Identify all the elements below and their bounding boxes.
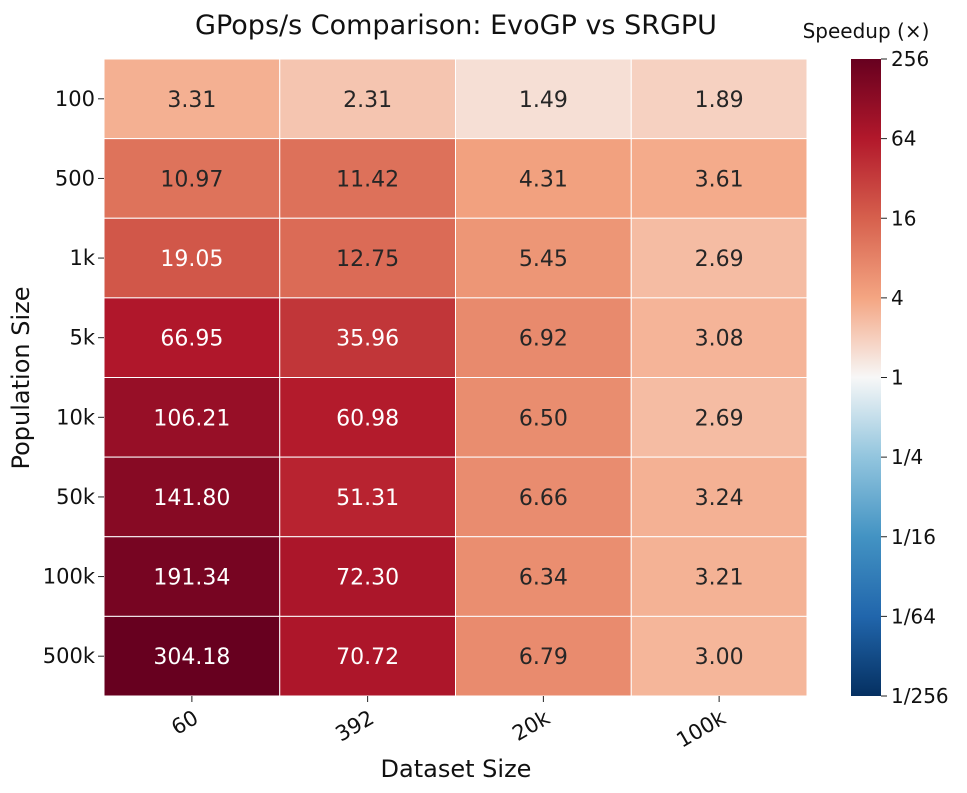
heatmap-cell [103, 615, 281, 697]
cell-value-label: 6.34 [519, 566, 568, 591]
colorbar-label: Speedup (×) [803, 19, 930, 43]
heatmap-cells [103, 58, 808, 697]
x-axis-ticks: 60 392 20k 100k [167, 696, 730, 752]
cell-value-label: 3.31 [167, 88, 216, 113]
colorbar [851, 59, 881, 696]
cell-value-label: 3.08 [695, 327, 744, 352]
cell-value-label: 6.79 [519, 645, 568, 670]
cell-value-label: 10.97 [160, 167, 223, 192]
cell-value-label: 3.00 [695, 645, 744, 670]
y-tick-label: 5k [69, 326, 95, 350]
heatmap-cell [455, 615, 632, 697]
x-tick-label: 392 [331, 706, 378, 747]
heatmap-cell [103, 138, 281, 219]
cell-value-label: 2.31 [343, 88, 392, 113]
cell-value-label: 70.72 [336, 645, 399, 670]
heatmap-cell [103, 456, 281, 538]
colorbar-ticks: 256 64 16 4 1 1/4 1/16 1/64 1/256 [881, 47, 949, 708]
heatmap-cell [630, 138, 808, 219]
heatmap-cell [279, 377, 456, 458]
cell-value-label: 2.69 [695, 247, 744, 272]
cell-value-label: 3.61 [695, 167, 744, 192]
heatmap-cell [630, 297, 808, 378]
y-tick-label: 10k [56, 405, 96, 429]
cell-value-label: 106.21 [153, 406, 230, 431]
cell-value-label: 5.45 [519, 247, 568, 272]
cell-value-label: 1.89 [695, 88, 744, 113]
y-tick-label: 500 [55, 166, 95, 190]
heatmap-cell [455, 377, 632, 458]
heatmap-cell [279, 456, 456, 538]
heatmap-cell [455, 297, 632, 378]
heatmap-cell [103, 297, 281, 378]
cell-value-label: 2.69 [695, 406, 744, 431]
cell-value-label: 72.30 [336, 566, 399, 591]
cell-value-label: 191.34 [153, 566, 230, 591]
heatmap-cell [630, 536, 808, 617]
heatmap-cell [630, 217, 808, 299]
colorbar-tick-label: 1/64 [891, 604, 936, 628]
colorbar-tick-label: 16 [891, 206, 916, 230]
colorbar-tick-label: 1/4 [891, 445, 923, 469]
cell-value-label: 141.80 [153, 486, 230, 511]
cell-value-label: 19.05 [160, 247, 223, 272]
y-tick-label: 50k [56, 485, 96, 509]
y-axis-ticks: 100 500 1k 5k 10k 50k 100k 500k [43, 87, 104, 668]
cell-value-label: 3.21 [695, 566, 744, 591]
colorbar-tick-label: 1 [891, 366, 904, 390]
chart-title: GPops/s Comparison: EvoGP vs SRGPU [195, 10, 717, 41]
y-tick-label: 500k [43, 644, 96, 668]
cell-value-label: 66.95 [160, 327, 223, 352]
x-axis-label: Dataset Size [381, 755, 532, 783]
colorbar-tick-label: 4 [891, 286, 904, 310]
heatmap-cell [279, 138, 456, 219]
cell-value-label: 4.31 [519, 167, 568, 192]
heatmap-cell [630, 58, 808, 140]
colorbar-tick-label: 1/16 [891, 525, 936, 549]
heatmap-cell [279, 297, 456, 378]
y-tick-label: 100k [43, 565, 96, 589]
y-tick-label: 100 [55, 87, 95, 111]
cell-value-label: 1.49 [519, 88, 568, 113]
heatmap-cell [103, 377, 281, 458]
cell-value-label: 3.24 [695, 486, 744, 511]
heatmap-cell [455, 536, 632, 617]
colorbar-tick-label: 256 [891, 47, 929, 71]
heatmap-cell [103, 536, 281, 617]
heatmap-cell [279, 217, 456, 299]
heatmap-cell [630, 377, 808, 458]
heatmap-cell [279, 58, 456, 140]
heatmap-cell [455, 456, 632, 538]
cell-value-label: 6.92 [519, 327, 568, 352]
cell-value-label: 11.42 [336, 167, 399, 192]
y-tick-label: 1k [69, 246, 95, 270]
colorbar-tick-label: 1/256 [891, 684, 949, 708]
heatmap-cell [103, 58, 281, 140]
x-tick-label: 20k [508, 705, 554, 746]
colorbar-tick-label: 64 [891, 127, 916, 151]
heatmap-cell [455, 58, 632, 140]
cell-value-label: 6.66 [519, 486, 568, 511]
cell-value-label: 304.18 [153, 645, 230, 670]
x-tick-label: 60 [167, 706, 202, 740]
heatmap-cell-labels: 3.31 2.31 1.49 1.89 10.97 11.42 4.31 3.61 19.05 1… [153, 88, 743, 670]
x-tick-label: 100k [672, 705, 730, 752]
cell-value-label: 60.98 [336, 406, 399, 431]
cell-value-label: 6.50 [519, 406, 568, 431]
heatmap-cell [630, 456, 808, 538]
y-axis-label: Population Size [7, 287, 35, 470]
cell-value-label: 12.75 [336, 247, 399, 272]
cell-value-label: 35.96 [336, 327, 399, 352]
cell-value-label: 51.31 [336, 486, 399, 511]
